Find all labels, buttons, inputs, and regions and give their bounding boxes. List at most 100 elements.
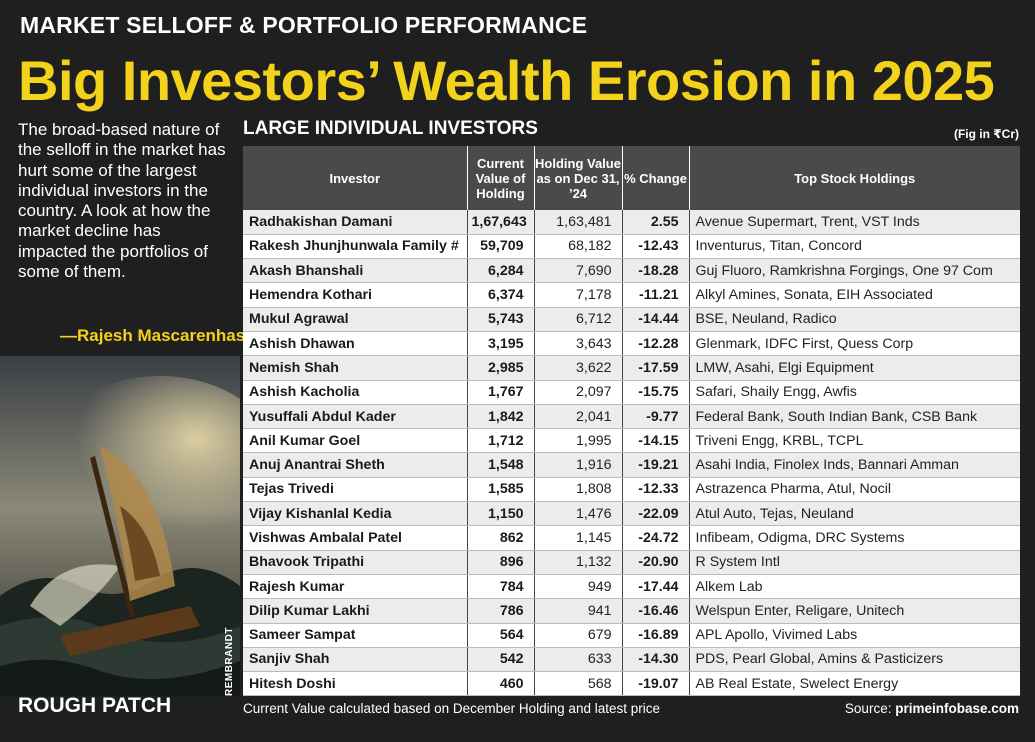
cell-investor: Radhakishan Damani (243, 210, 468, 235)
cell-change: -11.21 (622, 282, 690, 308)
cell-top-holdings: Asahi India, Finolex Inds, Bannari Amman (689, 452, 1020, 478)
cell-previous: 1,63,481 (534, 210, 623, 235)
cell-change: -18.28 (622, 258, 690, 284)
table-row: Anuj Anantrai Sheth 1,548 1,916 -19.21 Asahi… (243, 452, 1020, 478)
cell-change: -16.46 (622, 598, 690, 624)
cell-change: -20.90 (622, 550, 690, 575)
cell-change: -22.09 (622, 501, 690, 527)
cell-previous: 3,643 (534, 331, 623, 357)
cell-top-holdings: Triveni Engg, KRBL, TCPL (689, 428, 1020, 454)
cell-change: -24.72 (622, 525, 690, 551)
cell-investor: Sameer Sampat (243, 623, 468, 648)
cell-current: 1,767 (467, 380, 535, 405)
cell-top-holdings: Astrazenca Pharma, Atul, Nocil (689, 477, 1020, 503)
cell-change: -17.44 (622, 574, 690, 600)
headline: Big Investors’ Wealth Erosion in 2025 (18, 49, 995, 112)
header-top-holdings: Top Stock Holdings (689, 146, 1020, 210)
cell-previous: 6,712 (534, 307, 623, 332)
table-row: Dilip Kumar Lakhi 786 941 -16.46 Welspun Ent… (243, 598, 1020, 624)
table-row: Akash Bhanshali 6,284 7,690 -18.28 Guj Fluor… (243, 258, 1020, 284)
footnote: Current Value calculated based on Decemb… (243, 701, 660, 716)
cell-current: 2,985 (467, 355, 535, 381)
cell-change: -19.07 (622, 671, 690, 697)
table-row: Vijay Kishanlal Kedia 1,150 1,476 -22.09 Atu… (243, 501, 1020, 527)
cell-change: -15.75 (622, 380, 690, 405)
cell-current: 1,842 (467, 404, 535, 430)
table-row: Sameer Sampat 564 679 -16.89 APL Apollo, Viv… (243, 623, 1020, 648)
cell-investor: Vishwas Ambalal Patel (243, 525, 468, 551)
cell-previous: 949 (534, 574, 623, 600)
table-row: Hitesh Doshi 460 568 -19.07 AB Real Estate, … (243, 671, 1020, 697)
cell-change: -14.44 (622, 307, 690, 332)
cell-investor: Rakesh Jhunjhunwala Family # (243, 234, 468, 260)
cell-investor: Anuj Anantrai Sheth (243, 452, 468, 478)
source-label: Source: (844, 701, 892, 716)
cell-current: 1,585 (467, 477, 535, 503)
cell-change: 2.55 (622, 210, 690, 235)
cell-investor: Ashish Dhawan (243, 331, 468, 357)
table-row: Bhavook Tripathi 896 1,132 -20.90 R System I… (243, 550, 1020, 575)
cell-previous: 679 (534, 623, 623, 648)
cell-change: -14.30 (622, 647, 690, 673)
cell-top-holdings: Welspun Enter, Religare, Unitech (689, 598, 1020, 624)
cell-top-holdings: Safari, Shaily Engg, Awfis (689, 380, 1020, 405)
cell-previous: 941 (534, 598, 623, 624)
header-investor: Investor (243, 146, 468, 210)
cell-current: 59,709 (467, 234, 535, 260)
cell-current: 5,743 (467, 307, 535, 332)
cell-top-holdings: Alkem Lab (689, 574, 1020, 600)
cell-investor: Dilip Kumar Lakhi (243, 598, 468, 624)
cell-current: 6,374 (467, 282, 535, 308)
cell-investor: Akash Bhanshali (243, 258, 468, 284)
cell-previous: 1,916 (534, 452, 623, 478)
header-change: % Change (622, 146, 690, 210)
cell-top-holdings: BSE, Neuland, Radico (689, 307, 1020, 332)
cell-current: 564 (467, 623, 535, 648)
cell-top-holdings: AB Real Estate, Swelect Energy (689, 671, 1020, 697)
investors-table: Investor Current Value of Holding Holdin… (243, 146, 1020, 697)
table-subhead: LARGE INDIVIDUAL INVESTORS (243, 118, 538, 139)
cell-change: -14.15 (622, 428, 690, 454)
cell-top-holdings: Avenue Supermart, Trent, VST Inds (689, 210, 1020, 235)
painting-caption: ROUGH PATCH (18, 694, 172, 717)
cell-current: 1,150 (467, 501, 535, 527)
header-current: Current Value of Holding (467, 146, 535, 210)
cell-change: -12.28 (622, 331, 690, 357)
cell-investor: Hemendra Kothari (243, 282, 468, 308)
table-row: Anil Kumar Goel 1,712 1,995 -14.15 Triveni E… (243, 428, 1020, 454)
table-row: Vishwas Ambalal Patel 862 1,145 -24.72 Infib… (243, 525, 1020, 551)
cell-change: -16.89 (622, 623, 690, 648)
cell-top-holdings: Inventurus, Titan, Concord (689, 234, 1020, 260)
cell-investor: Mukul Agrawal (243, 307, 468, 332)
cell-investor: Rajesh Kumar (243, 574, 468, 600)
cell-investor: Vijay Kishanlal Kedia (243, 501, 468, 527)
cell-top-holdings: LMW, Asahi, Elgi Equipment (689, 355, 1020, 381)
header-previous: Holding Value as on Dec 31, ’24 (534, 146, 623, 210)
cell-change: -9.77 (622, 404, 690, 430)
cell-current: 542 (467, 647, 535, 673)
table-row: Hemendra Kothari 6,374 7,178 -11.21 Alkyl Am… (243, 282, 1020, 308)
cell-top-holdings: APL Apollo, Vivimed Labs (689, 623, 1020, 648)
cell-top-holdings: Federal Bank, South Indian Bank, CSB Ban… (689, 404, 1020, 430)
cell-top-holdings: Alkyl Amines, Sonata, EIH Associated (689, 282, 1020, 308)
cell-current: 460 (467, 671, 535, 697)
cell-top-holdings: Guj Fluoro, Ramkrishna Forgings, One 97 … (689, 258, 1020, 284)
cell-previous: 3,622 (534, 355, 623, 381)
table-row: Ashish Dhawan 3,195 3,643 -12.28 Glenmark, I… (243, 331, 1020, 357)
cell-change: -12.33 (622, 477, 690, 503)
cell-current: 862 (467, 525, 535, 551)
table-row: Mukul Agrawal 5,743 6,712 -14.44 BSE, Neulan… (243, 307, 1020, 332)
cell-previous: 7,690 (534, 258, 623, 284)
cell-previous: 2,041 (534, 404, 623, 430)
cell-change: -12.43 (622, 234, 690, 260)
cell-current: 6,284 (467, 258, 535, 284)
cell-current: 1,712 (467, 428, 535, 454)
cell-change: -17.59 (622, 355, 690, 381)
cell-investor: Anil Kumar Goel (243, 428, 468, 454)
cell-investor: Yusuffali Abdul Kader (243, 404, 468, 430)
cell-investor: Nemish Shah (243, 355, 468, 381)
cell-investor: Tejas Trivedi (243, 477, 468, 503)
cell-current: 786 (467, 598, 535, 624)
cell-investor: Ashish Kacholia (243, 380, 468, 405)
table-row: Ashish Kacholia 1,767 2,097 -15.75 Safari, S… (243, 380, 1020, 405)
